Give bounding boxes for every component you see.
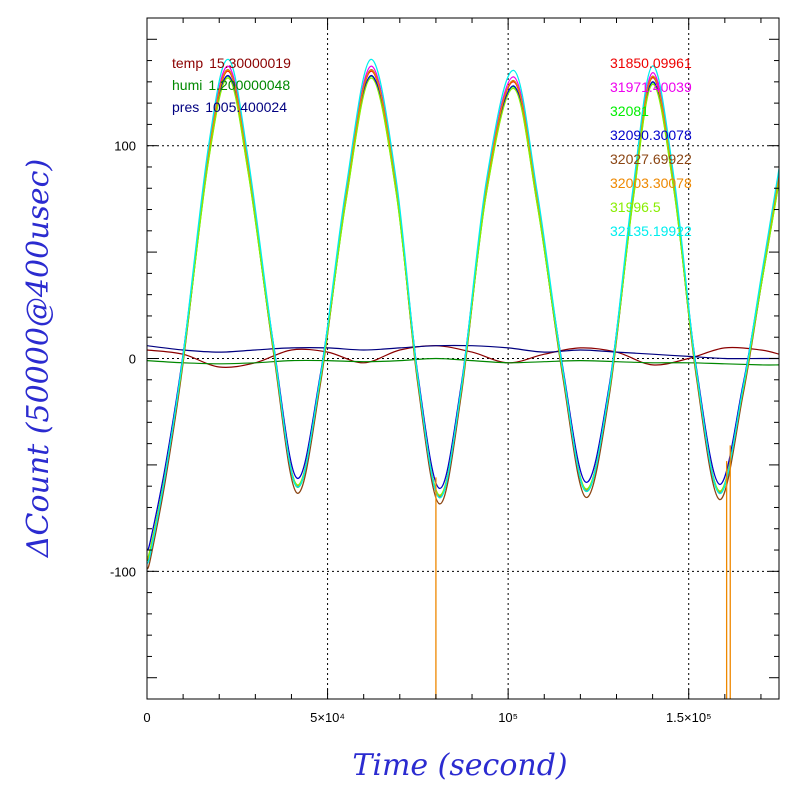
legend-env-entry: humi 1.200000048 xyxy=(172,77,290,93)
y-tick-label: 0 xyxy=(129,352,136,367)
data-series xyxy=(147,58,779,699)
legend-series-entry: 31850.09961 xyxy=(610,55,692,71)
legend-env-entry: temp 15.30000019 xyxy=(172,55,291,71)
series-line-7 xyxy=(147,58,779,564)
y-tick-label: -100 xyxy=(110,564,136,579)
legend-env-name: humi xyxy=(172,77,202,93)
x-axis-title: Time (second) xyxy=(352,748,567,783)
legend-series-entry: 31971.40039 xyxy=(610,79,692,95)
legend-series-entry: 32003.30078 xyxy=(610,175,692,191)
legend-env-name: temp xyxy=(172,55,203,71)
legend-env-entry: pres 1005.400024 xyxy=(172,99,287,115)
legend-env-value: 1.200000048 xyxy=(208,77,290,93)
legend-env-value: 15.30000019 xyxy=(209,55,291,71)
env-line-humi xyxy=(147,357,779,366)
x-tick-label: 10⁵ xyxy=(498,710,518,725)
legend-series-entry: 31996.5 xyxy=(610,199,661,215)
legend-environment: temp 15.30000019 humi 1.200000048 pres 1005.4… xyxy=(172,55,291,115)
x-tick-label: 5×10⁴ xyxy=(310,710,345,725)
legend-series-entry: 32090.30078 xyxy=(610,127,692,143)
y-tick-label: 100 xyxy=(114,139,136,154)
legend-series: 31850.09961 31971.40039 32081 32090.30078 32… xyxy=(610,55,692,239)
y-axis-title: ΔCount (50000@400usec) xyxy=(21,159,56,558)
axis-ticks xyxy=(147,18,779,699)
legend-series-entry: 32027.69922 xyxy=(610,151,692,167)
legend-env-value: 1005.400024 xyxy=(205,99,287,115)
x-tick-label: 1.5×10⁵ xyxy=(666,710,712,725)
legend-series-entry: 32135.19922 xyxy=(610,223,692,239)
tick-labels: 0 5×10⁴ 10⁵ 1.5×10⁵ -100 0 100 xyxy=(110,139,712,725)
x-tick-label: 0 xyxy=(143,710,150,725)
env-line-pres xyxy=(147,344,779,360)
legend-env-name: pres xyxy=(172,99,199,115)
legend-series-entry: 32081 xyxy=(610,103,649,119)
